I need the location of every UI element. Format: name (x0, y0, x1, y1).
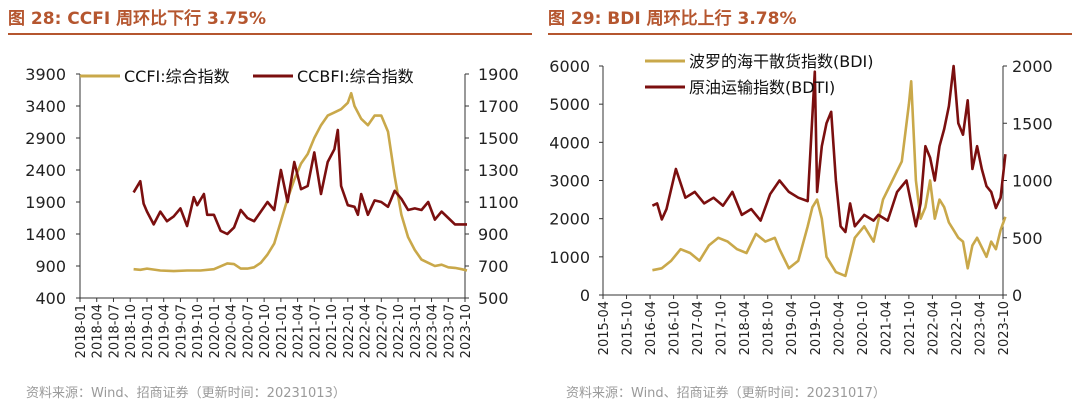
x-tick-label: 2019-04 (158, 304, 173, 358)
x-tick-label: 2019-10 (191, 304, 206, 358)
y-left-tick-label: 2000 (549, 210, 590, 229)
x-tick-label: 2018-07 (107, 304, 122, 358)
y-left-tick-label: 6000 (549, 57, 590, 76)
x-tick-label: 2023-04 (426, 304, 441, 358)
x-tick-label: 2021-10 (325, 304, 340, 358)
y-left-tick-label: 1400 (25, 225, 66, 244)
x-tick-label: 2023-07 (442, 304, 457, 358)
y-left-tick-label: 4000 (549, 133, 590, 152)
y-left-tick-label: 3400 (25, 97, 66, 116)
y-right-tick-label: 1000 (1012, 172, 1053, 191)
y-right-tick-label: 0 (1012, 286, 1022, 305)
title-rule (548, 33, 1072, 35)
x-tick-label: 2019-04 (785, 301, 800, 355)
series-line-right (651, 64, 1007, 234)
y-left-tick-label: 1000 (549, 248, 590, 267)
y-right-tick-label: 1300 (478, 161, 519, 180)
y-right-tick-label: 700 (478, 257, 509, 276)
source-note: 资料来源：Wind、招商证券（更新时间：20231013） (26, 386, 346, 401)
chart-title: 图 29: BDI 周环比上行 3.78% (548, 9, 797, 29)
chart-panel-bdi: 图 29: BDI 周环比上行 3.78% 6000 5000 4000 3000 20… (548, 0, 1080, 411)
ccfi-chart: 3900 3400 2900 2400 1900 1400 900 400 1900 1700 15… (25, 65, 519, 358)
y-left-tick-label: 5000 (549, 95, 590, 114)
x-tick-label: 2021-07 (308, 304, 323, 358)
legend-label: CCFI:综合指数 (124, 67, 230, 86)
x-tick-label: 2017-10 (715, 301, 730, 355)
x-tick-label: 2018-01 (74, 304, 89, 358)
source-note: 资料来源：Wind、招商证券（更新时间：20231017） (566, 386, 886, 401)
x-tick-label: 2019-10 (809, 301, 824, 355)
y-left-tick-label: 400 (35, 289, 66, 308)
x-tick-label: 2021-10 (903, 301, 918, 355)
y-left-tick-label: 2900 (25, 129, 66, 148)
y-right-tick-label: 1700 (478, 97, 519, 116)
x-tick-label: 2023-10 (997, 301, 1012, 355)
y-right-tick-label: 2000 (1012, 57, 1053, 76)
x-tick-label: 2020-01 (208, 304, 223, 358)
bdi-chart: 6000500040003000200010000200015001000500… (549, 52, 1053, 355)
y-left-tick-label: 0 (580, 286, 590, 305)
x-tick-label: 2015-10 (621, 301, 636, 355)
x-tick-label: 2021-01 (275, 304, 290, 358)
y-left-tick-label: 2400 (25, 161, 66, 180)
x-tick-label: 2021-04 (292, 304, 307, 358)
x-tick-label: 2022-04 (926, 301, 941, 355)
series-line-right (132, 128, 467, 236)
y-left-tick-label: 3900 (25, 65, 66, 84)
y-left-tick-label: 900 (35, 257, 66, 276)
x-tick-label: 2018-10 (762, 301, 777, 355)
x-tick-label: 2019-07 (174, 304, 189, 358)
y-left-tick-label: 1900 (25, 193, 66, 212)
x-tick-label: 2022-04 (359, 304, 374, 358)
x-tick-label: 2023-01 (409, 304, 424, 358)
x-tick-label: 2022-07 (375, 304, 390, 358)
x-tick-label: 2015-04 (597, 301, 612, 355)
x-tick-label: 2016-04 (644, 301, 659, 355)
x-tick-label: 2019-01 (141, 304, 156, 358)
x-tick-label: 2020-04 (832, 301, 847, 355)
x-tick-label: 2022-10 (950, 301, 965, 355)
x-tick-label: 2020-07 (241, 304, 256, 358)
x-tick-label: 2022-01 (342, 304, 357, 358)
chart-panel-ccfi: 图 28: CCFI 周环比下行 3.75% 3900 3400 2900 2400 1… (8, 0, 540, 411)
legend-label: 波罗的海干散货指数(BDI) (689, 52, 874, 71)
y-right-tick-label: 1100 (478, 193, 519, 212)
y-right-tick-label: 1500 (478, 129, 519, 148)
x-tick-label: 2022-10 (392, 304, 407, 358)
x-tick-label: 2020-10 (856, 301, 871, 355)
legend-label: 原油运输指数(BDTI) (689, 78, 835, 97)
y-left-tick-label: 3000 (549, 172, 590, 191)
series-line-left (133, 91, 468, 273)
y-right-tick-label: 1500 (1012, 114, 1053, 133)
title-rule (8, 33, 532, 35)
x-tick-label: 2018-04 (738, 301, 753, 355)
x-tick-label: 2016-10 (668, 301, 683, 355)
x-tick-label: 2018-10 (124, 304, 139, 358)
legend-label: CCBFI:综合指数 (297, 67, 414, 86)
x-tick-label: 2018-04 (91, 304, 106, 358)
x-tick-label: 2020-04 (225, 304, 240, 358)
chart-title: 图 28: CCFI 周环比下行 3.75% (8, 9, 266, 29)
x-tick-label: 2017-04 (691, 301, 706, 355)
x-tick-label: 2021-04 (879, 301, 894, 355)
x-tick-label: 2020-10 (258, 304, 273, 358)
y-right-tick-label: 500 (1012, 229, 1043, 248)
x-tick-label: 2023-04 (973, 301, 988, 355)
y-right-tick-label: 900 (478, 225, 509, 244)
y-right-tick-label: 500 (478, 289, 509, 308)
x-tick-label: 2023-10 (459, 304, 474, 358)
series-line-left (652, 79, 1007, 278)
y-right-tick-label: 1900 (478, 65, 519, 84)
